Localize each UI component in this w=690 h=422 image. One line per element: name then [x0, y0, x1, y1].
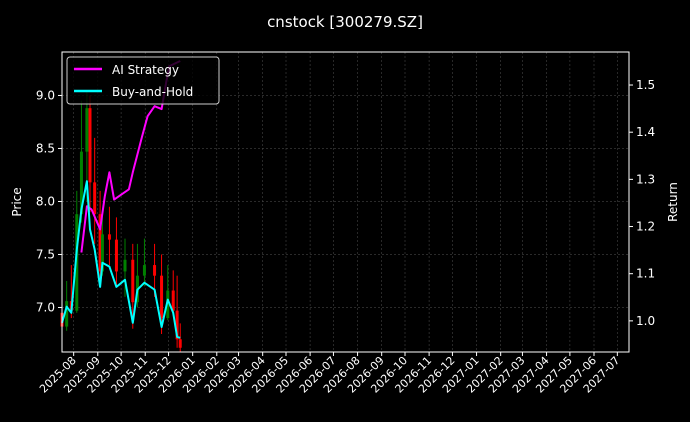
legend-box: [66, 56, 220, 105]
y-axis-label: Price: [10, 187, 24, 216]
candle-body: [79, 151, 83, 215]
candle-body: [88, 108, 92, 183]
chart-title: cnstock [300279.SZ]: [267, 13, 423, 31]
candle-body: [142, 265, 146, 276]
legend-label-ai-strategy: AI Strategy: [112, 63, 179, 77]
candle-body: [175, 310, 179, 340]
candle-body: [171, 290, 175, 311]
plot-frame: [61, 51, 630, 353]
legend-label-buy-and-hold: Buy-and-Hold: [112, 85, 193, 99]
candle-body: [166, 290, 170, 319]
candle-body: [85, 108, 89, 152]
candle-body: [107, 234, 111, 240]
candle-body: [65, 301, 69, 327]
candle-body: [98, 214, 102, 272]
candle-body: [75, 214, 79, 311]
y-axis-left: 7.0 7.5 8.0 8.5 9.0: [36, 88, 62, 314]
y-axis-right-label: Return: [666, 182, 680, 222]
candle-body: [153, 265, 157, 276]
y-axis-right: 1.0 1.1 1.2 1.3 1.4 1.5: [629, 78, 655, 328]
candle-body: [178, 339, 182, 348]
legend: AI Strategy Buy-and-Hold: [66, 56, 220, 105]
y-tick-label: 9.0: [36, 88, 55, 102]
y-right-tick-label: 1.2: [636, 220, 655, 234]
candle-body: [114, 239, 118, 272]
candle-body: [93, 182, 97, 215]
y-right-tick-label: 1.3: [636, 172, 655, 186]
candle-body: [160, 275, 164, 319]
y-tick-label: 7.0: [36, 300, 55, 314]
y-right-tick-label: 1.1: [636, 267, 655, 281]
candle-body: [100, 234, 104, 272]
y-tick-label: 8.0: [36, 194, 55, 208]
y-right-tick-label: 1.4: [636, 125, 655, 139]
y-tick-label: 7.5: [36, 247, 55, 261]
candle-body: [131, 259, 135, 303]
y-right-tick-label: 1.5: [636, 78, 655, 92]
candle-body: [123, 259, 127, 272]
y-tick-label: 8.5: [36, 141, 55, 155]
y-right-tick-label: 1.0: [636, 314, 655, 328]
series-line-buy-and-hold: [61, 180, 181, 339]
